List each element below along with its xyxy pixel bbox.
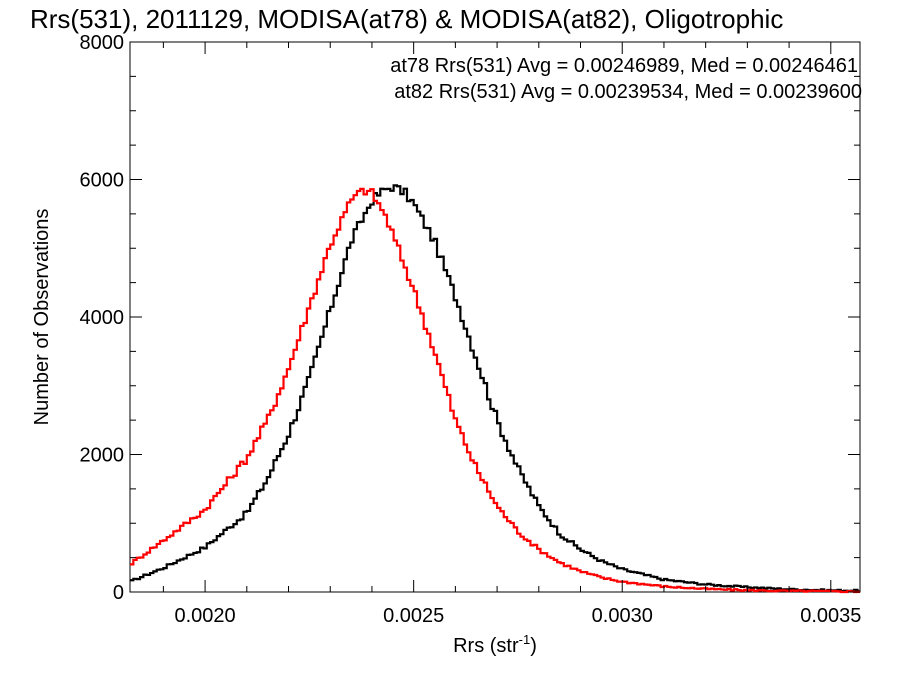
- x-tick-label: 0.0035: [800, 605, 861, 627]
- x-axis-label: Rrs (str-1): [453, 632, 537, 657]
- histogram-series-1: [130, 187, 860, 594]
- series-layer: [130, 184, 860, 594]
- y-tick-label: 0: [113, 582, 124, 604]
- x-tick-label: 0.0020: [174, 605, 235, 627]
- y-tick-label: 2000: [80, 445, 125, 467]
- histogram-series-0: [130, 184, 860, 593]
- stats-annotation-at82: at82 Rrs(531) Avg = 0.00239534, Med = 0.…: [394, 81, 862, 103]
- x-axis-label-main: Rrs (str: [453, 635, 519, 657]
- y-tick-label: 6000: [80, 170, 125, 192]
- x-tick-label: 0.0025: [383, 605, 444, 627]
- stats-annotation-at78: at78 Rrs(531) Avg = 0.00246989, Med = 0.…: [390, 55, 858, 77]
- y-axis-ticks: 0 2000 4000 6000 8000: [80, 32, 860, 604]
- x-tick-label: 0.0030: [592, 605, 653, 627]
- chart-title: Rrs(531), 2011129, MODISA(at78) & MODISA…: [30, 4, 783, 34]
- y-tick-label: 4000: [80, 307, 125, 329]
- y-tick-label: 8000: [80, 32, 125, 54]
- x-axis-ticks: 0.0020 0.0025 0.0030 0.0035: [162, 42, 861, 627]
- y-axis-label: Number of Observations: [31, 209, 53, 426]
- plot-area-border: [129, 41, 861, 593]
- x-axis-label-superscript: -1: [519, 632, 531, 647]
- plot-frame: [129, 41, 861, 593]
- x-axis-label-close: ): [530, 635, 537, 657]
